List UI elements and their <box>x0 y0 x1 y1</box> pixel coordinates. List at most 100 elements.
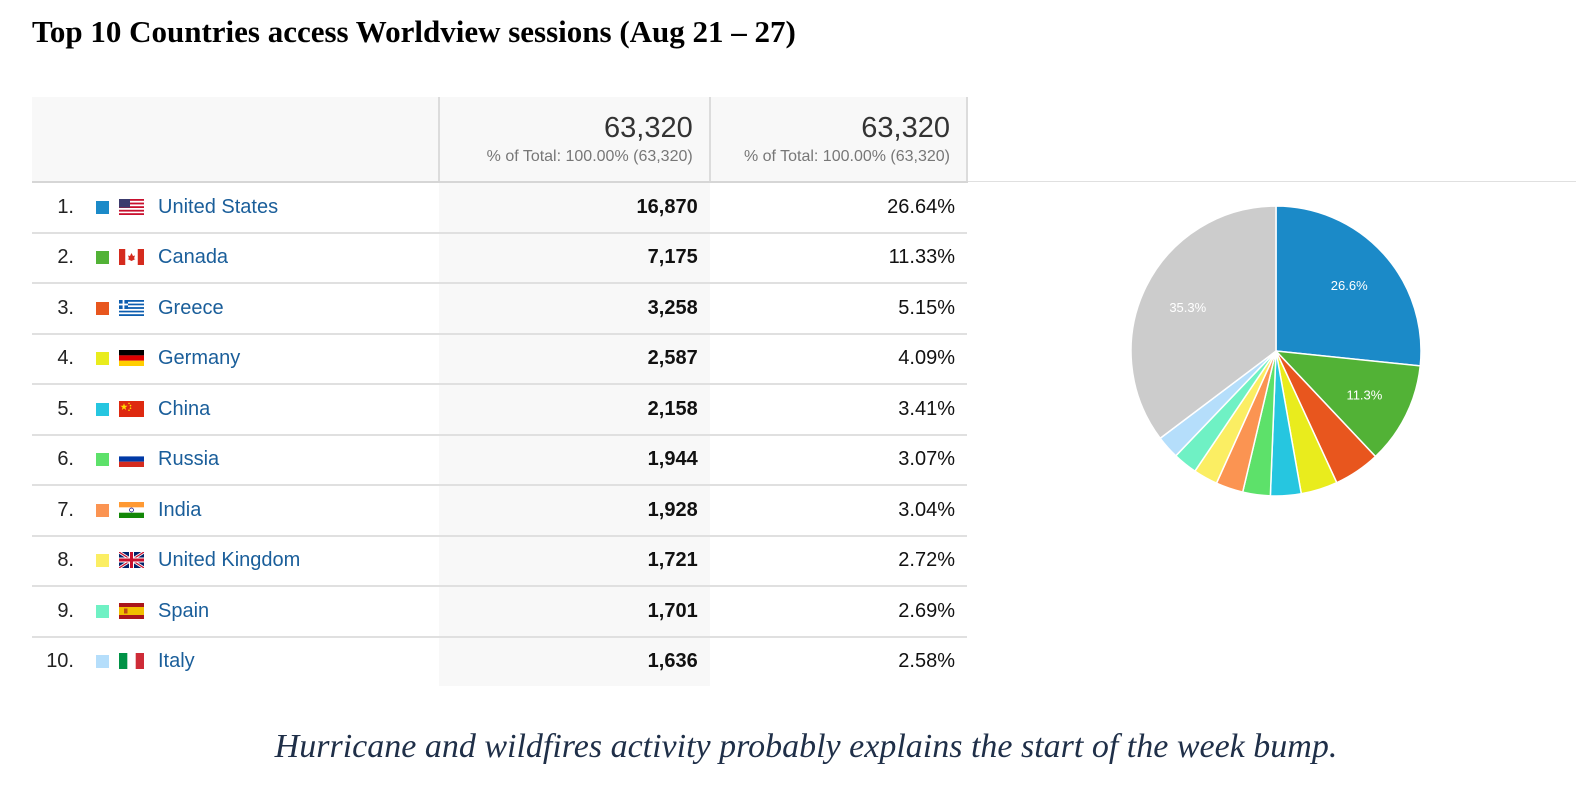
color-swatch <box>96 503 109 517</box>
pie-slice <box>1275 205 1422 367</box>
country-link[interactable]: United States <box>158 195 279 218</box>
pie-chart-svg: 26.6% 11.3% 35.3% <box>1130 205 1422 497</box>
sessions-cell: 1,701 <box>439 586 710 638</box>
sessions-total-note: % of Total: 100.00% (63,320) <box>486 148 693 165</box>
row-rank: 1. <box>57 195 74 218</box>
country-link[interactable]: Germany <box>158 347 241 370</box>
italy-flag-icon <box>119 653 144 670</box>
percent-cell: 3.41% <box>709 384 967 436</box>
country-link[interactable]: Russia <box>158 448 220 471</box>
row-rank: 3. <box>57 296 74 319</box>
table-row: 10. Italy 1,636 2.58% <box>32 636 967 687</box>
uk-flag-icon <box>119 552 144 569</box>
country-cell: 10. Italy <box>32 637 439 687</box>
percent-cell: 11.33% <box>709 232 967 284</box>
table-row: 6. Russia 1,944 3.07% <box>32 434 967 486</box>
color-swatch <box>96 402 109 416</box>
table-row: 3. Greece 3,258 5.15% <box>32 283 967 335</box>
table-row: 9. Spain 1,701 2.69% <box>32 586 967 638</box>
percent-cell: 2.69% <box>709 586 967 638</box>
country-cell: 2. Canada <box>32 232 440 284</box>
country-cell: 1. United States <box>32 182 440 234</box>
sessions-cell: 2,587 <box>439 333 710 385</box>
country-link[interactable]: Greece <box>158 296 224 319</box>
table-header-row: 63,320 % of Total: 100.00% (63,320) 63,3… <box>32 97 969 183</box>
percent-cell: 3.04% <box>709 485 967 537</box>
row-rank: 8. <box>57 549 74 572</box>
percent-cell: 4.09% <box>709 333 967 385</box>
greece-flag-icon <box>119 299 144 316</box>
color-swatch <box>96 200 109 214</box>
table-row: 5. China 2,158 3.41% <box>32 384 967 436</box>
table-row: 7. India 1,928 3.04% <box>32 485 967 537</box>
row-rank: 6. <box>57 448 74 471</box>
table-row: 8. United Kingdom 1,721 2.72% <box>32 535 967 587</box>
country-cell: 9. Spain <box>32 586 440 638</box>
row-rank: 5. <box>57 397 74 420</box>
percent-column-header: 63,320 % of Total: 100.00% (63,320) <box>709 97 969 183</box>
row-rank: 7. <box>57 498 74 521</box>
china-flag-icon <box>119 400 144 417</box>
sessions-cell: 1,944 <box>439 434 710 486</box>
spain-flag-icon <box>119 602 144 619</box>
color-swatch <box>96 251 109 265</box>
header-divider <box>968 181 1576 182</box>
sessions-column-header: 63,320 % of Total: 100.00% (63,320) <box>438 97 711 183</box>
row-rank: 9. <box>57 599 74 622</box>
pie-slice-label: 26.6% <box>1331 278 1368 293</box>
sessions-cell: 16,870 <box>439 182 710 234</box>
color-swatch <box>96 352 109 366</box>
canada-flag-icon <box>119 249 144 266</box>
pie-slice-label: 11.3% <box>1346 388 1382 403</box>
country-link[interactable]: China <box>158 397 211 420</box>
table-row: 2. Canada 7,175 11.33% <box>32 232 967 284</box>
country-link[interactable]: Spain <box>158 599 210 622</box>
caption: Hurricane and wildfires activity probabl… <box>274 728 1338 765</box>
percent-total-note: % of Total: 100.00% (63,320) <box>743 148 950 165</box>
sessions-total: 63,320 <box>604 112 693 144</box>
country-cell: 3. Greece <box>32 283 440 335</box>
percent-cell: 3.07% <box>709 434 967 486</box>
color-swatch <box>96 604 109 618</box>
sessions-cell: 7,175 <box>439 232 710 284</box>
sessions-pie-chart: 26.6% 11.3% 35.3% <box>1120 195 1432 507</box>
percent-cell: 5.15% <box>709 283 967 335</box>
sessions-cell: 1,928 <box>439 485 710 537</box>
russia-flag-icon <box>119 451 144 468</box>
pie-slice <box>1130 205 1277 440</box>
india-flag-icon <box>119 501 144 518</box>
percent-cell: 2.58% <box>898 650 955 673</box>
germany-flag-icon <box>119 350 144 367</box>
country-link[interactable]: United Kingdom <box>158 549 301 572</box>
row-rank: 4. <box>57 347 74 370</box>
row-rank: 2. <box>57 246 74 269</box>
percent-total: 63,320 <box>861 112 950 144</box>
percent-cell: 26.64% <box>709 182 967 234</box>
countries-table: 63,320 % of Total: 100.00% (63,320) 63,3… <box>32 97 969 687</box>
sessions-cell: 3,258 <box>439 283 710 335</box>
country-link[interactable]: India <box>158 498 202 521</box>
color-swatch <box>96 301 109 315</box>
country-cell: 7. India <box>32 485 440 537</box>
percent-cell: 2.72% <box>709 535 967 587</box>
country-cell: 8. United Kingdom <box>32 535 440 587</box>
page-title: Top 10 Countries access Worldview sessio… <box>32 14 796 49</box>
table-row: 4. Germany 2,587 4.09% <box>32 333 967 385</box>
row-rank: 10. <box>46 650 74 673</box>
sessions-cell: 2,158 <box>439 384 710 436</box>
us-flag-icon <box>119 198 144 215</box>
country-column-header <box>32 97 440 183</box>
color-swatch <box>96 655 109 669</box>
country-link[interactable]: Italy <box>158 650 195 673</box>
country-cell: 4. Germany <box>32 333 440 385</box>
pie-slice-label: 35.3% <box>1169 300 1206 315</box>
sessions-cell: 1,636 <box>439 636 710 686</box>
table-row: 1. United States 16,870 26.64% <box>32 182 967 234</box>
country-cell: 6. Russia <box>32 434 440 486</box>
color-swatch <box>96 453 109 467</box>
color-swatch <box>96 554 109 568</box>
country-link[interactable]: Canada <box>158 246 229 269</box>
pie-slice <box>1274 350 1422 458</box>
country-cell: 5. China <box>32 384 440 436</box>
sessions-cell: 1,721 <box>439 535 710 587</box>
